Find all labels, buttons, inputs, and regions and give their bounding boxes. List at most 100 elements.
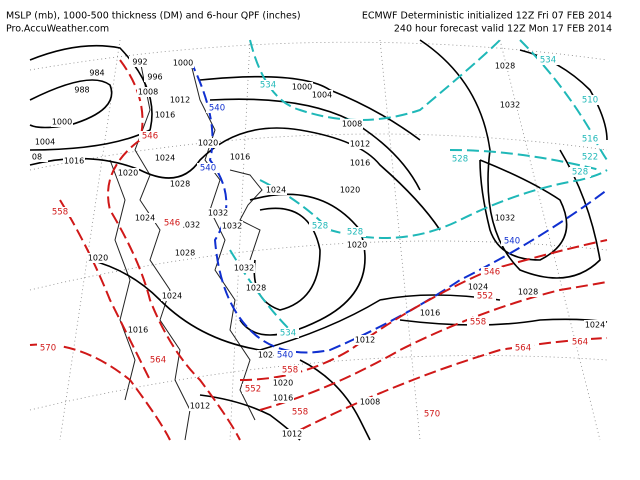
label-background [257,80,279,90]
isobar-label: 1016 [64,157,84,166]
isobar-label: 1008 [342,120,362,129]
label-background [86,68,108,78]
label-background [349,139,371,149]
label-background [501,236,523,246]
isobar-label: 1020 [88,254,108,263]
isobar-label: 1020 [118,169,138,178]
isobar-label: 1000 [292,83,312,92]
header-source: Pro.AccuWeather.com [6,24,109,35]
isobar-label: 1032 [222,222,242,231]
label-background [499,100,521,110]
isobar-label: 988 [74,86,89,95]
label-background [189,401,211,411]
isobar-label: 1004 [35,138,55,147]
isobar-label: 1024 [468,283,488,292]
isobar-label: 1032 [208,209,228,218]
isobar-label: 1028 [495,62,515,71]
isobar-label: 1004 [312,91,332,100]
thickness-label: 540 [209,104,225,114]
isobar-label: 1016 [128,326,148,335]
label-background [161,291,183,301]
isobar-label: 1000 [52,118,72,127]
thickness-label: 534 [280,329,296,339]
header-title: MSLP (mb), 1000-500 thickness (DM) and 6… [6,11,301,22]
thickness-label: 558 [470,318,486,328]
header-valid: 240 hour forecast valid 12Z Mon 17 FEB 2… [394,24,612,35]
isobar-label: 1028 [246,284,266,293]
label-background [467,317,489,327]
isobar-label: 1012 [282,430,302,439]
isobar-label: 1016 [230,153,250,162]
label-background [339,185,361,195]
label-background [206,103,228,113]
isobar-label: 08 [32,153,42,162]
thickness-label: 546 [484,268,500,278]
label-background [309,221,331,231]
isobar-label: 1012 [190,402,210,411]
label-background [127,325,149,335]
label-background [129,57,151,67]
thickness-lines [29,39,608,441]
isobar-label: 992 [132,58,147,67]
label-background [494,61,516,71]
label-background [481,267,503,277]
isobar-label: 1020 [347,241,367,250]
isobar-label: 1012 [350,140,370,149]
label-background [26,152,48,162]
thickness-label: 516 [582,135,598,145]
label-background [87,253,109,263]
label-background [233,263,255,273]
label-background [569,337,591,347]
isobar-label: 984 [89,69,104,78]
label-background [579,152,601,162]
isobar-label: 1020 [273,379,293,388]
coastlines [109,59,263,441]
isobar-label: 1020 [198,139,218,148]
label-background [37,343,59,353]
label-background [265,185,287,195]
label-background [419,308,441,318]
isobar-label: 996 [147,73,162,82]
label-background [272,393,294,403]
label-background [197,138,219,148]
isobar-label: 1012 [170,96,190,105]
label-background [154,153,176,163]
isobar-label: 1016 [350,159,370,168]
thickness-label: 534 [260,81,276,91]
label-background [272,378,294,388]
label-background [354,335,376,345]
thickness-label: 540 [504,237,520,247]
label-background [172,58,194,68]
isobar-label: 1028 [170,180,190,189]
isobar-label: 1032 [500,101,520,110]
thickness-label: 528 [572,168,588,178]
label-background [537,55,559,65]
label-background [569,167,591,177]
isobar-label: 1028 [175,249,195,258]
label-background [169,95,191,105]
label-background [517,287,539,297]
label-background [349,158,371,168]
label-background [494,213,516,223]
label-background [147,355,169,365]
label-background [229,152,251,162]
label-background [71,85,93,95]
header-model: ECMWF Deterministic initialized 12Z Fri … [362,11,612,22]
thickness-label: 546 [142,132,158,142]
label-background [144,72,166,82]
label-background [257,350,279,360]
label-background [281,429,303,439]
label-background [341,119,363,129]
label-background [512,343,534,353]
isobar-label: 1028 [518,288,538,297]
label-background [197,163,219,173]
thickness-label: 522 [582,153,598,163]
thickness-label: 528 [452,155,468,165]
isobar-label: 1024 [258,351,278,360]
label-background [34,137,56,147]
label-background [207,208,229,218]
isobar-label: 1032 [180,221,200,230]
thickness-label: 564 [572,338,588,348]
